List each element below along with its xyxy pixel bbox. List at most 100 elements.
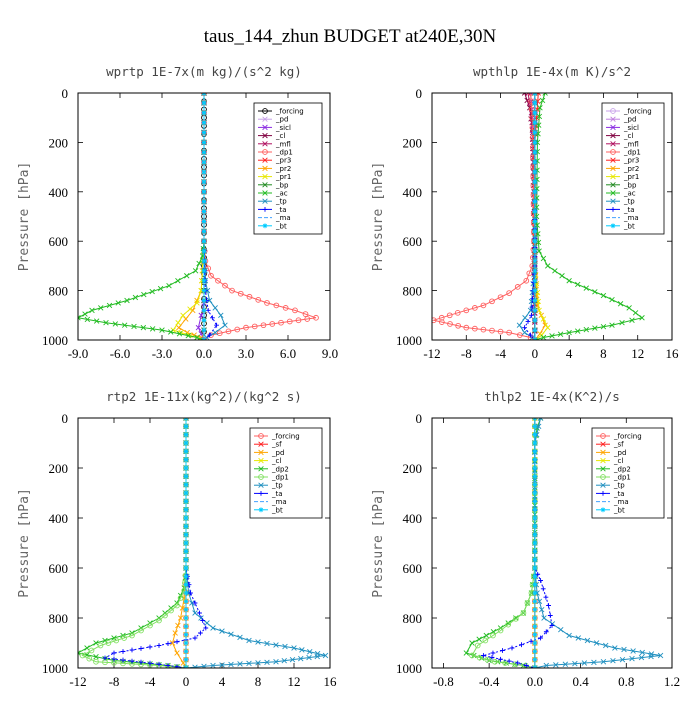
point_ta [531,271,537,277]
point_bt [532,423,538,429]
legend-label: _cl [613,457,623,465]
point_dp2 [102,637,108,644]
legend-label: _dp2 [271,465,289,473]
point_tp [189,600,195,606]
panel-3: rtp2 1E-11x(kg^2)/(kg^2 s) Pressure [hPa]… [17,389,337,689]
legend-marker_tp [262,198,268,204]
legend-marker_ta [262,207,268,212]
legend-marker_forcing [258,433,264,439]
point_ta [203,625,209,631]
panel-title: wprtp 1E-7x(m kg)/(s^2 kg) [106,64,302,79]
x-tick-label: 6.0 [280,346,296,361]
point_ta [528,638,534,644]
legend-label: _tp [275,198,287,206]
point_dp1 [476,654,483,661]
legend-marker_pr3 [610,157,616,163]
legend-label: _pd [613,449,626,457]
point_dp1 [474,642,481,649]
point_ta [498,656,503,662]
point_ac [583,326,590,333]
point_dp1 [216,330,223,337]
point_tp [553,662,559,668]
point_bt [532,248,538,254]
point_bt [201,120,207,126]
point_tp [289,656,296,663]
x-tick-label: -8 [109,674,120,689]
point_bt [183,432,189,438]
point_tp [566,632,572,639]
point_tp [528,298,535,305]
point_dp1 [472,325,478,332]
point_dp2 [111,635,117,641]
point_tp [591,659,597,666]
point_ta [523,663,529,668]
point_bt [201,317,207,323]
legend-label: _ma [275,214,291,222]
series-group [432,93,645,340]
point_bt [532,557,538,563]
point_ta [147,644,153,650]
point_bt [201,199,207,205]
point_bt [201,100,207,106]
point_dp1 [208,272,214,279]
legend-marker_dp1 [262,149,268,155]
point_bt [183,657,189,663]
point_dp1 [292,307,298,314]
point_ta [205,307,211,313]
point_ta [549,623,555,628]
point_ta [481,653,486,658]
point_ac [93,318,100,324]
point_pd [174,650,180,656]
point_bt [532,238,538,244]
point_tp [237,661,243,667]
legend-label: _ta [613,490,625,498]
point_bt [532,465,538,471]
point_dp1 [463,324,470,331]
point_pd [177,615,184,621]
point_dp1 [264,300,270,306]
legend-label: _pd [271,449,284,457]
point_sicl [198,312,204,319]
legend-marker_bt [262,223,268,229]
y-axis-label: Pressure [hPa] [371,488,386,598]
point_ac [566,329,572,336]
point_dp2 [84,645,90,651]
point_pd [172,630,178,636]
point_bt [532,278,538,284]
legend-label: _pr2 [275,165,291,173]
point_ta [111,650,117,656]
point_dp1 [162,612,168,619]
point_ac [542,93,548,96]
legend-marker_ac [610,190,616,196]
point_bt [201,238,207,244]
point_dp2 [483,632,490,639]
legend-label: _pr1 [623,173,639,181]
point_ta [538,635,543,641]
point_bt [201,159,207,165]
legend: _forcing_pd_sicl_cl_mfl_dp1_pr3_pr2_pr1_… [601,102,665,235]
legend-marker_pr2 [262,165,268,172]
point_dp1 [121,635,127,641]
point_dp1 [105,640,112,646]
point_bt [183,440,189,446]
legend-marker_cl [600,457,606,464]
point_ta [156,643,162,648]
point_ta [506,658,512,664]
point_bt [532,473,538,479]
legend-label: _dp2 [613,465,631,473]
legend-marker_sf [600,441,606,447]
point_bt [183,623,189,629]
point_dp1 [514,284,521,290]
legend-label: _ta [623,206,635,214]
point_ac [619,319,625,326]
point_bt [532,159,538,165]
legend-marker_ta [610,207,616,212]
series-line_dp2 [465,418,542,668]
point_tp [273,659,279,665]
point_dp1 [168,607,174,614]
x-tick-label: 4 [566,346,573,361]
point_ta [546,603,551,608]
point_bt [532,288,538,293]
x-tick-label: 0.0 [527,674,543,689]
point_dp1 [512,615,519,622]
